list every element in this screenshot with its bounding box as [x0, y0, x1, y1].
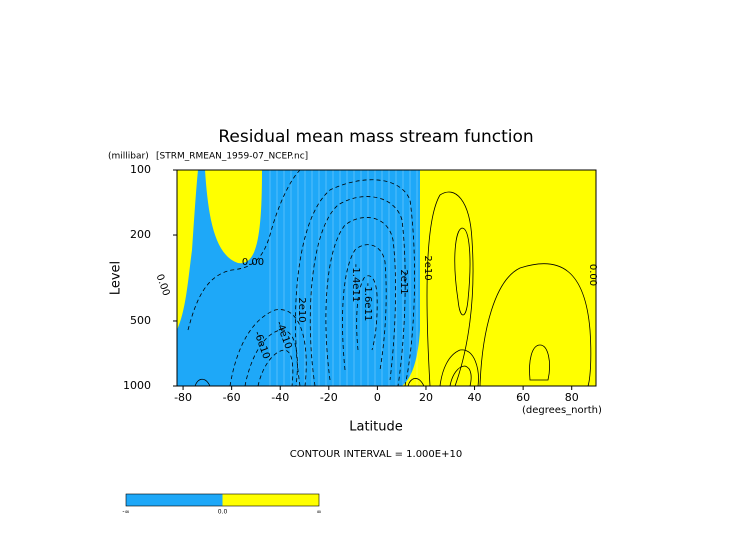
x-unit: (degrees_north) — [522, 405, 602, 416]
x-tick-label: 0 — [374, 391, 381, 404]
x-tick-label: 40 — [468, 391, 482, 404]
positive-contour — [529, 344, 550, 381]
contour-interval: CONTOUR INTERVAL = 1.000E+10 — [290, 449, 462, 460]
y-tick-label: 200 — [130, 228, 151, 241]
x-axis-label: Latitude — [349, 420, 403, 435]
positive-contour — [407, 378, 425, 387]
contour-label: -1.6e11 — [362, 283, 373, 321]
contour-label: 0.00 — [242, 257, 264, 268]
positive-contour — [454, 227, 471, 316]
colorbar-label: -∞ — [122, 509, 129, 516]
colorbar-negative — [126, 494, 223, 506]
x-tick-label: -60 — [223, 391, 241, 404]
positive-contour — [194, 378, 211, 387]
x-tick-label: -20 — [320, 391, 338, 404]
colorbar-label: ∞ — [317, 509, 322, 516]
contour-label: 2e11 — [398, 269, 409, 294]
negative-contour — [257, 349, 294, 387]
contour-label: 0.00 — [587, 264, 598, 286]
subtitle: [STRM_RMEAN_1959-07_NCEP.nc] — [156, 152, 308, 162]
x-tick-label: -80 — [174, 391, 192, 404]
negative-contour — [325, 217, 396, 381]
negative-contour — [229, 309, 307, 387]
negative-contour — [244, 329, 298, 387]
y-axis-label: Level — [109, 261, 124, 295]
positive-contour — [449, 365, 472, 387]
x-tick-label: 20 — [419, 391, 433, 404]
contour-label: 2e10 — [422, 255, 433, 280]
negative-contour — [187, 169, 301, 331]
y-tick-label: 1000 — [123, 379, 151, 392]
y-tick-label: 100 — [130, 163, 151, 176]
contour-label: 0.00 — [154, 273, 172, 298]
contour-label: -1.4e11 — [350, 264, 361, 302]
positive-contour — [439, 349, 479, 387]
negative-contour — [295, 179, 415, 387]
x-tick-label: 60 — [516, 391, 530, 404]
negative-contour — [309, 196, 406, 387]
chart-title: Residual mean mass stream function — [218, 127, 533, 147]
y-tick-label: 500 — [130, 314, 151, 327]
negative-region — [177, 170, 420, 386]
x-tick-label: -40 — [271, 391, 289, 404]
colorbar-frame — [125, 493, 320, 507]
positive-contour — [426, 191, 474, 387]
y-unit: (millibar) — [108, 152, 149, 162]
x-tick-label: 80 — [565, 391, 579, 404]
colorbar-label: 0.0 — [218, 509, 228, 516]
colorbar-positive — [222, 494, 319, 506]
positive-contour — [479, 263, 592, 387]
plot-frame — [176, 169, 597, 387]
contour-label: 2e10 — [296, 297, 307, 322]
